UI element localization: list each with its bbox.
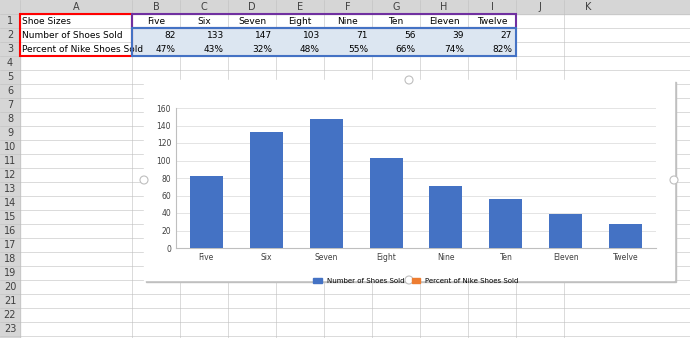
Text: 32%: 32% [252, 45, 272, 53]
Bar [132, 14, 516, 28]
Text: 14: 14 [4, 198, 16, 208]
Text: Eight: Eight [288, 17, 312, 25]
Text: D: D [248, 2, 256, 12]
Text: 27: 27 [501, 30, 512, 40]
Circle shape [405, 276, 413, 284]
Text: Six: Six [197, 17, 211, 25]
Text: E: E [297, 2, 303, 12]
Text: 11: 11 [4, 156, 16, 166]
Text: Seven: Seven [238, 17, 266, 25]
Text: 103: 103 [303, 30, 320, 40]
Text: Ten: Ten [388, 17, 404, 25]
Text: Number of Shoes Sold: Number of Shoes Sold [22, 30, 123, 40]
Text: 82%: 82% [492, 45, 512, 53]
Text: 19: 19 [4, 268, 16, 278]
Text: 16: 16 [4, 226, 16, 236]
Text: 13: 13 [4, 184, 16, 194]
Text: 15: 15 [4, 212, 16, 222]
Bar [20, 14, 132, 56]
Bar [132, 28, 516, 56]
Bar [0, 0, 20, 338]
Text: 17: 17 [4, 240, 16, 250]
Text: 12: 12 [4, 170, 16, 180]
Text: 74%: 74% [444, 45, 464, 53]
Text: 9: 9 [7, 128, 13, 138]
Bar [370, 158, 402, 248]
Text: 6: 6 [7, 86, 13, 96]
Text: J: J [539, 2, 542, 12]
Text: Five: Five [147, 17, 165, 25]
Text: 66%: 66% [396, 45, 416, 53]
Text: 10: 10 [4, 142, 16, 152]
Text: 39: 39 [453, 30, 464, 40]
Text: 71: 71 [357, 30, 368, 40]
Bar [144, 80, 674, 280]
Legend: Number of Shoes Sold, Percent of Nike Shoes Sold: Number of Shoes Sold, Percent of Nike Sh… [310, 275, 522, 287]
Text: 56: 56 [404, 30, 416, 40]
Bar [310, 119, 342, 248]
Text: Shoe Sizes: Shoe Sizes [22, 17, 71, 25]
Text: Eleven: Eleven [428, 17, 460, 25]
Text: 47%: 47% [156, 45, 176, 53]
Text: 147: 147 [255, 30, 272, 40]
Text: B: B [152, 2, 159, 12]
Text: 21: 21 [4, 296, 16, 306]
Bar [132, 28, 516, 56]
Circle shape [670, 176, 678, 184]
Text: 2: 2 [7, 30, 13, 40]
Text: 7: 7 [7, 100, 13, 110]
Text: C: C [201, 2, 208, 12]
Text: 22: 22 [3, 310, 17, 320]
Text: 3: 3 [7, 44, 13, 54]
Text: G: G [392, 2, 400, 12]
Text: 82: 82 [165, 30, 176, 40]
Bar [549, 214, 582, 248]
Text: A: A [72, 2, 79, 12]
Text: 5: 5 [7, 72, 13, 82]
Text: 1: 1 [7, 16, 13, 26]
Text: 4: 4 [7, 58, 13, 68]
Bar [250, 131, 282, 248]
Bar [146, 82, 676, 282]
Bar [489, 199, 522, 248]
Circle shape [405, 76, 413, 84]
Text: 43%: 43% [204, 45, 224, 53]
Bar [0, 0, 690, 14]
Bar [609, 224, 642, 248]
Text: H: H [440, 2, 448, 12]
Text: F: F [345, 2, 351, 12]
Text: 18: 18 [4, 254, 16, 264]
Circle shape [140, 176, 148, 184]
Bar [429, 186, 462, 248]
Text: 48%: 48% [300, 45, 320, 53]
Text: 23: 23 [4, 324, 16, 334]
Text: 8: 8 [7, 114, 13, 124]
Text: Percent of Nike Shoes Sold: Percent of Nike Shoes Sold [22, 45, 143, 53]
Text: Twelve: Twelve [477, 17, 507, 25]
Bar [190, 176, 222, 248]
Text: K: K [585, 2, 591, 12]
Text: 55%: 55% [348, 45, 368, 53]
Text: 20: 20 [4, 282, 16, 292]
Text: 133: 133 [207, 30, 224, 40]
Text: I: I [491, 2, 493, 12]
Text: Nine: Nine [337, 17, 358, 25]
